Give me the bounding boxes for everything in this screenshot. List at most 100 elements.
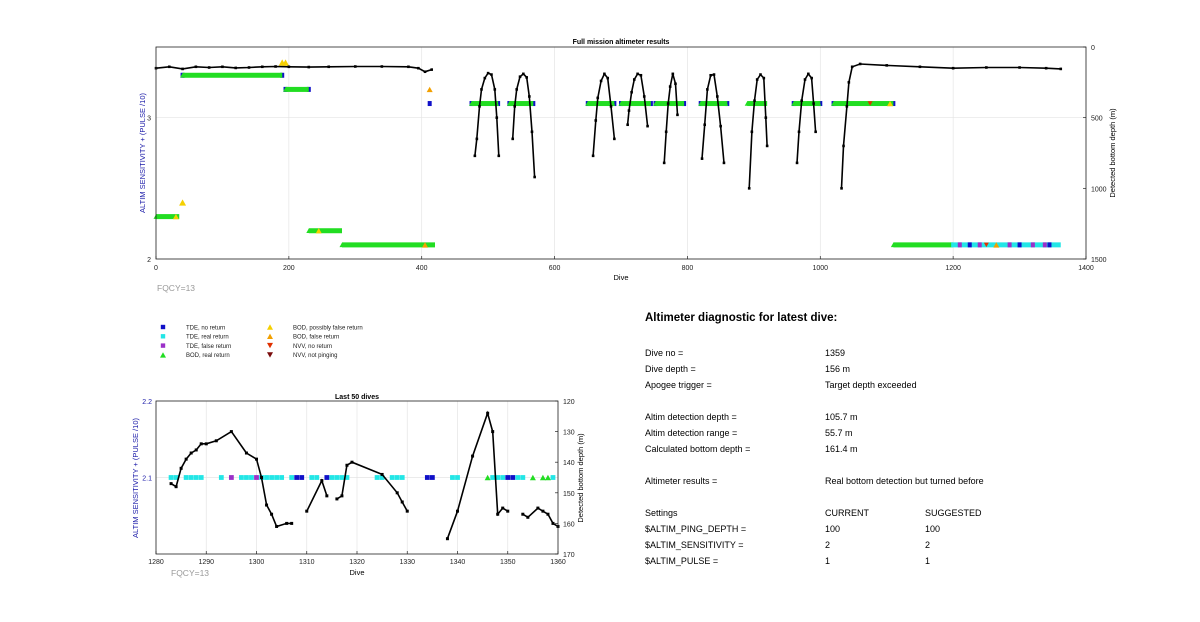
full-mission-bod-marker xyxy=(158,214,164,219)
setting-suggested: 1 xyxy=(925,556,931,566)
full-mission-depth-point xyxy=(747,187,751,190)
diag-value: 1359 xyxy=(825,348,846,358)
full-mission-y2tick-label: 1500 xyxy=(1091,257,1107,264)
full-mission-xlabel: Dive xyxy=(613,273,628,282)
full-mission-bod-marker xyxy=(806,101,812,106)
settings-row-ping-depth: $ALTIM_PING_DEPTH = 100 100 xyxy=(645,521,1185,537)
full-mission-bod-marker xyxy=(298,87,304,92)
full-mission-tde-false-marker xyxy=(977,242,982,248)
diag-label: Dive no = xyxy=(645,348,684,358)
last-50-marker-tde_real_return xyxy=(520,475,526,480)
full-mission-depth-point xyxy=(626,123,629,127)
diag-row-detection-depth: Altim detection depth = 105.7 m xyxy=(645,409,1185,425)
full-mission-bod-marker xyxy=(384,242,390,248)
full-mission-depth-line xyxy=(701,73,725,163)
full-mission-bod-marker xyxy=(374,242,380,248)
full-mission-bod-marker xyxy=(339,242,345,248)
last-50-marker-tde_real_return xyxy=(193,475,199,480)
last-50-marker-tde_real_return xyxy=(344,475,350,480)
full-mission-depth-line xyxy=(840,63,1061,189)
diag-label: Altim detection range = xyxy=(645,428,738,438)
last-50-xtick-label: 1300 xyxy=(249,559,265,566)
full-mission-bod-marker xyxy=(220,73,226,78)
full-mission-bod-marker xyxy=(255,73,261,78)
full-mission-depth-line xyxy=(748,73,768,189)
full-mission-xtick-label: 1200 xyxy=(945,265,961,272)
full-mission-nvv-marker xyxy=(983,242,989,248)
full-mission-tick-labels: 0 200 400 600 800 1000 1200 1400 2 3 0 500 1000 1500 xyxy=(147,45,1107,272)
full-mission-status-band xyxy=(793,101,821,107)
full-mission-bod-marker xyxy=(283,87,289,92)
full-mission-status-band xyxy=(427,101,432,107)
full-mission-bod-marker xyxy=(618,101,624,106)
full-mission-ylabel: ALTIM SENSITIVITY + (PULSE /10) xyxy=(138,93,147,213)
full-mission-xtick-label: 600 xyxy=(549,265,561,272)
full-mission-bod-marker xyxy=(195,73,201,78)
full-mission-bod-marker xyxy=(270,73,276,78)
full-mission-bod-marker xyxy=(210,73,216,78)
last-50-marker-tde_real_return xyxy=(455,475,460,480)
last-50-marker-tde_no_return xyxy=(424,475,430,480)
full-mission-bod-marker xyxy=(600,101,606,106)
full-mission-bod-marker xyxy=(215,73,221,78)
full-mission-nvv-marker xyxy=(867,101,873,106)
legend-label-nvv_no_return: NVV, no return xyxy=(293,344,332,350)
full-mission-bod-marker xyxy=(940,242,946,248)
last-50-dives-chart: 1280 1290 1300 1310 1320 1330 1340 1350 1360 2.1 2… xyxy=(131,394,585,578)
last-50-xtick-label: 1330 xyxy=(399,559,415,566)
diag-row-dive-depth: Dive depth = 156 m xyxy=(645,361,1185,377)
settings-header-row: Settings CURRENT SUGGESTED xyxy=(645,505,1185,521)
last-50-depth-line xyxy=(170,430,292,528)
settings-header-label: Settings xyxy=(645,508,678,518)
last-50-marker-tde_real_return xyxy=(279,475,285,480)
full-mission-bod-marker xyxy=(240,73,246,78)
full-mission-bod-marker xyxy=(394,242,400,248)
setting-label: $ALTIM_PULSE = xyxy=(645,556,719,566)
full-mission-bod-marker xyxy=(816,101,822,106)
legend-swatch-bod_possibly_false xyxy=(267,324,273,330)
full-mission-bod-marker xyxy=(230,73,236,78)
diag-row-results: Altimeter results = Real bottom detectio… xyxy=(645,473,1185,489)
full-mission-fqcy-annotation: FQCY=13 xyxy=(157,283,195,293)
full-mission-depth-point xyxy=(676,113,679,117)
last-50-marker-tde_real_return xyxy=(490,475,496,480)
full-mission-xtick-label: 200 xyxy=(283,265,295,272)
full-mission-y2label: Detected bottom depth (m) xyxy=(1108,108,1117,198)
full-mission-tde-false-marker xyxy=(1007,242,1012,248)
last-50-marker-tde_no_return xyxy=(294,475,300,480)
full-mission-depth-point xyxy=(765,144,769,148)
full-mission-status-bands xyxy=(153,59,1061,248)
full-mission-bod-marker xyxy=(718,101,724,106)
full-mission-depth-line xyxy=(592,72,616,156)
full-mission-bod-possibly-false-marker xyxy=(315,228,322,234)
full-mission-bod-marker xyxy=(404,242,410,248)
full-mission-title: Full mission altimeter results xyxy=(573,39,670,46)
full-mission-depth-line xyxy=(796,72,817,163)
last-50-marker-tde_real_return xyxy=(249,475,254,480)
last-50-xtick-label: 1310 xyxy=(299,559,315,566)
full-mission-bod-marker xyxy=(881,101,887,106)
last-50-marker-bod_real_return xyxy=(539,474,546,481)
last-50-xtick-label: 1340 xyxy=(450,559,466,566)
full-mission-depth-point xyxy=(591,154,595,158)
last-50-depth-point xyxy=(169,482,173,486)
full-mission-bod-marker xyxy=(168,214,174,219)
last-50-marker-tde_real_return xyxy=(309,475,315,480)
full-mission-depth-line xyxy=(155,65,432,73)
full-mission-bod-marker xyxy=(713,101,719,106)
full-mission-y2tick-label: 1000 xyxy=(1091,186,1107,193)
full-mission-bod-marker xyxy=(890,242,896,248)
full-mission-bod-marker xyxy=(484,101,490,106)
last-50-y2tick-label: 120 xyxy=(563,399,575,406)
full-mission-status-band xyxy=(285,86,309,92)
full-mission-bod-possibly-false-marker xyxy=(179,199,187,206)
full-mission-depth-line xyxy=(474,72,500,156)
settings-row-pulse: $ALTIM_PULSE = 1 1 xyxy=(645,553,1185,569)
full-mission-xtick-label: 0 xyxy=(154,265,158,272)
last-50-y2tick-label: 140 xyxy=(563,460,575,467)
last-50-marker-tde_real_return xyxy=(394,475,400,480)
full-mission-y2tick-label: 500 xyxy=(1091,116,1103,123)
last-50-title: Last 50 dives xyxy=(335,394,379,401)
diag-row-apogee-trigger: Apogee trigger = Target depth exceeded xyxy=(645,377,1185,393)
full-mission-bod-marker xyxy=(905,242,911,248)
